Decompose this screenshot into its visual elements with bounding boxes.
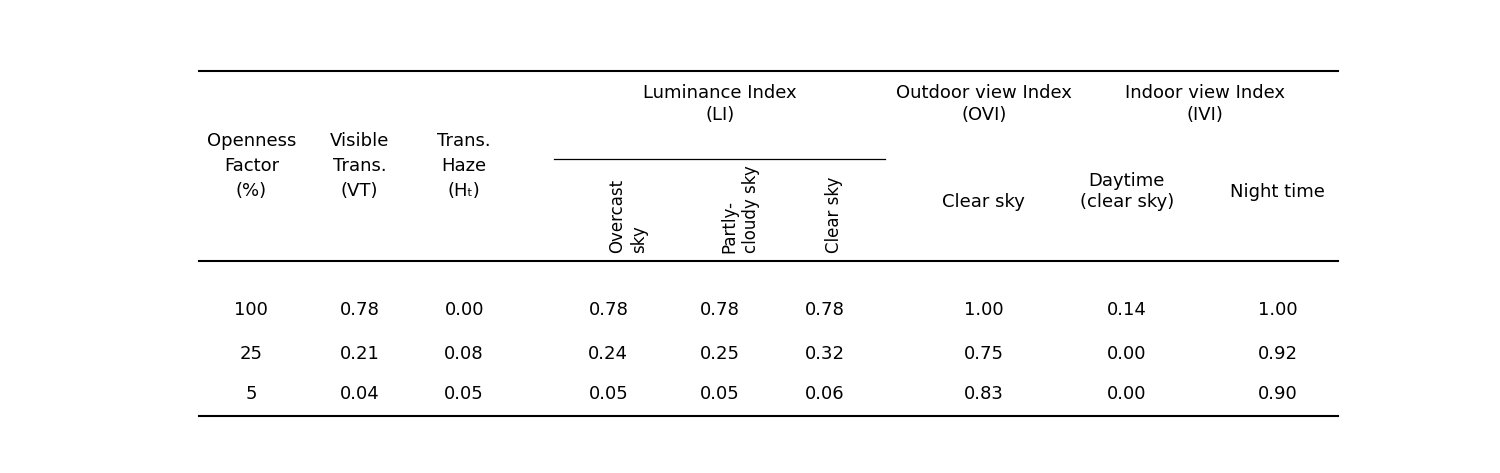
Text: 1.00: 1.00	[1258, 301, 1298, 319]
Text: 0.05: 0.05	[444, 385, 485, 403]
Text: 0.14: 0.14	[1107, 301, 1146, 319]
Text: Partly-
cloudy sky: Partly- cloudy sky	[720, 166, 760, 254]
Text: 0.05: 0.05	[588, 385, 628, 403]
Text: 0.78: 0.78	[804, 301, 844, 319]
Text: Overcast
sky: Overcast sky	[609, 179, 648, 254]
Text: 0.78: 0.78	[339, 301, 380, 319]
Text: Visible
Trans.
(VT): Visible Trans. (VT)	[330, 132, 388, 200]
Text: 0.75: 0.75	[964, 345, 1004, 363]
Text: (clear sky): (clear sky)	[1080, 193, 1174, 211]
Text: 0.05: 0.05	[700, 385, 740, 403]
Text: 0.90: 0.90	[1258, 385, 1298, 403]
Text: 0.83: 0.83	[964, 385, 1004, 403]
Text: (LI): (LI)	[705, 106, 735, 124]
Text: (IVI): (IVI)	[1186, 106, 1222, 124]
Text: 0.25: 0.25	[700, 345, 740, 363]
Text: 0.78: 0.78	[700, 301, 740, 319]
Text: 0.24: 0.24	[588, 345, 628, 363]
Text: 0.00: 0.00	[1107, 345, 1146, 363]
Text: 1.00: 1.00	[964, 301, 1004, 319]
Text: 5: 5	[246, 385, 256, 403]
Text: Clear sky: Clear sky	[942, 193, 1026, 211]
Text: (OVI): (OVI)	[962, 106, 1006, 124]
Text: 100: 100	[234, 301, 268, 319]
Text: Indoor view Index: Indoor view Index	[1125, 84, 1284, 102]
Text: Clear sky: Clear sky	[825, 177, 843, 254]
Text: 0.32: 0.32	[804, 345, 844, 363]
Text: 0.00: 0.00	[1107, 385, 1146, 403]
Text: Luminance Index: Luminance Index	[644, 84, 796, 102]
Text: 0.08: 0.08	[444, 345, 485, 363]
Text: 0.21: 0.21	[339, 345, 380, 363]
Text: 0.78: 0.78	[588, 301, 628, 319]
Text: Night time: Night time	[1230, 183, 1326, 201]
Text: 0.06: 0.06	[804, 385, 844, 403]
Text: Outdoor view Index: Outdoor view Index	[896, 84, 1071, 102]
Text: Openness
Factor
(%): Openness Factor (%)	[207, 132, 296, 200]
Text: 0.04: 0.04	[339, 385, 380, 403]
Text: Trans.
Haze
(Hₜ): Trans. Haze (Hₜ)	[438, 132, 491, 200]
Text: Daytime: Daytime	[1089, 172, 1166, 190]
Text: 0.00: 0.00	[444, 301, 485, 319]
Text: 25: 25	[240, 345, 262, 363]
Text: 0.92: 0.92	[1258, 345, 1298, 363]
